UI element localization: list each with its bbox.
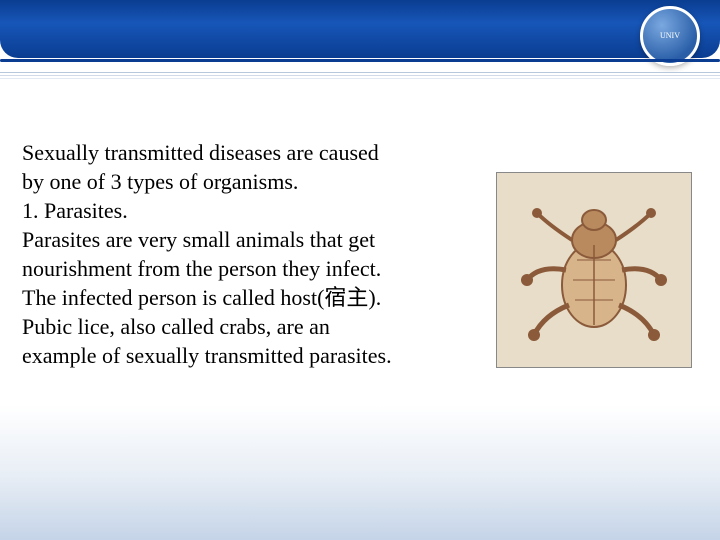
header-banner: UNIV [0, 0, 720, 58]
university-logo: UNIV [640, 6, 700, 66]
logo-text: UNIV [660, 32, 680, 41]
body-text: Sexually transmitted diseases are caused… [22, 138, 452, 370]
text-line: by one of 3 types of organisms. [22, 167, 452, 196]
text-line: 1. Parasites. [22, 196, 452, 225]
text-line: example of sexually transmitted parasite… [22, 341, 452, 370]
slide: UNIV Sexually transmitted diseases are c… [0, 0, 720, 540]
parasite-image [496, 172, 692, 368]
text-line: Pubic lice, also called crabs, are an [22, 312, 452, 341]
text-line: Sexually transmitted diseases are caused [22, 138, 452, 167]
text-line: Parasites are very small animals that ge… [22, 225, 452, 254]
header-underline [0, 72, 720, 82]
text-line: nourishment from the person they infect. [22, 254, 452, 283]
text-line: The infected person is called host(宿主). [22, 283, 452, 312]
louse-icon [509, 185, 679, 355]
